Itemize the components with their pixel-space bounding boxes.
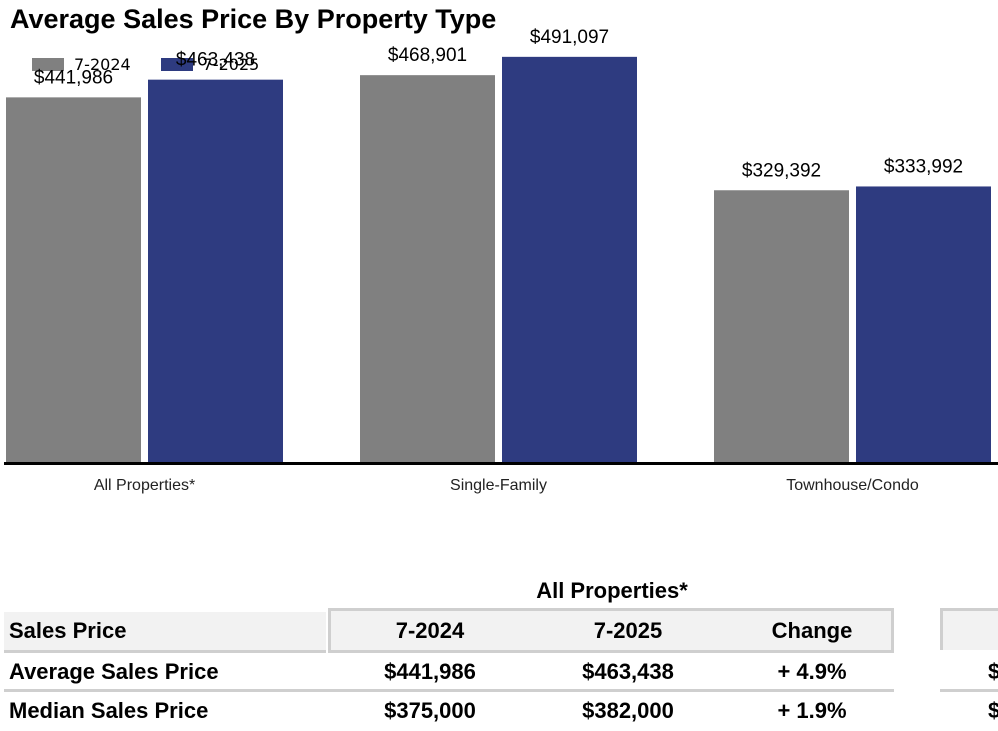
legend: 7-2024 7-2025 — [32, 55, 289, 74]
bar-0-0 — [6, 97, 141, 463]
header-sales-price: Sales Price — [9, 618, 127, 643]
row-label: Median Sales Price — [9, 698, 209, 723]
legend-item-2025: 7-2025 — [160, 55, 260, 74]
data-label-2-1: $333,992 — [884, 156, 963, 177]
header-col-change: Change — [771, 618, 853, 643]
category-label-0: All Properties* — [94, 477, 195, 494]
row-value-2024: $441,986 — [384, 659, 476, 684]
data-label-2-0: $329,392 — [742, 160, 821, 181]
header-col-2025: 7-2025 — [593, 618, 663, 643]
row-value-cutoff: $ — [988, 698, 998, 723]
bar-2-0 — [714, 190, 849, 463]
legend-swatch-2024 — [32, 58, 64, 71]
data-label-1-0: $468,901 — [388, 45, 467, 66]
bar-2-1 — [856, 186, 991, 462]
table-row: Median Sales Price $375,000 $382,000 + 1… — [0, 691, 998, 731]
table-row: Average Sales Price $441,986 $463,438 + … — [0, 652, 998, 692]
bar-1-0 — [360, 75, 495, 462]
table-header-box — [328, 608, 894, 650]
row-value-change: + 4.9% — [777, 659, 847, 684]
row-value-cutoff: $ — [988, 659, 998, 684]
row-value-2025: $382,000 — [582, 698, 674, 723]
row-divider — [328, 650, 894, 653]
row-divider — [940, 689, 998, 692]
data-label-1-1: $491,097 — [530, 27, 609, 48]
header-col-2024: 7-2024 — [395, 618, 465, 643]
data-label-0-0: $441,986 — [34, 67, 113, 88]
legend-label-2024: 7-2024 — [74, 55, 131, 74]
category-label-2: Townhouse/Condo — [786, 477, 919, 494]
category-label-1: Single-Family — [450, 477, 547, 494]
row-value-change: + 1.9% — [777, 698, 847, 723]
chart-title: Average Sales Price By Property Type — [10, 4, 497, 34]
data-label-0-1: $463,438 — [176, 50, 255, 71]
row-value-2025: $463,438 — [582, 659, 674, 684]
row-divider — [4, 689, 894, 692]
table-header-box-cutoff — [940, 608, 998, 650]
row-label: Average Sales Price — [9, 659, 219, 684]
legend-swatch-2025 — [160, 58, 193, 71]
table-header-background — [4, 612, 326, 650]
bar-0-1 — [148, 79, 283, 463]
row-divider — [4, 650, 326, 653]
bar-1-1 — [502, 56, 637, 463]
table-header-row: Sales Price 7-2024 7-2025 Change — [0, 611, 998, 651]
bar-chart: $441,986 $463,438 All Properties* $468,901 $… — [4, 27, 998, 494]
legend-item-2024: 7-2024 — [32, 55, 131, 74]
row-value-2024: $375,000 — [384, 698, 476, 723]
legend-label-2025: 7-2025 — [202, 55, 260, 74]
table-title: All Properties* — [536, 578, 688, 603]
